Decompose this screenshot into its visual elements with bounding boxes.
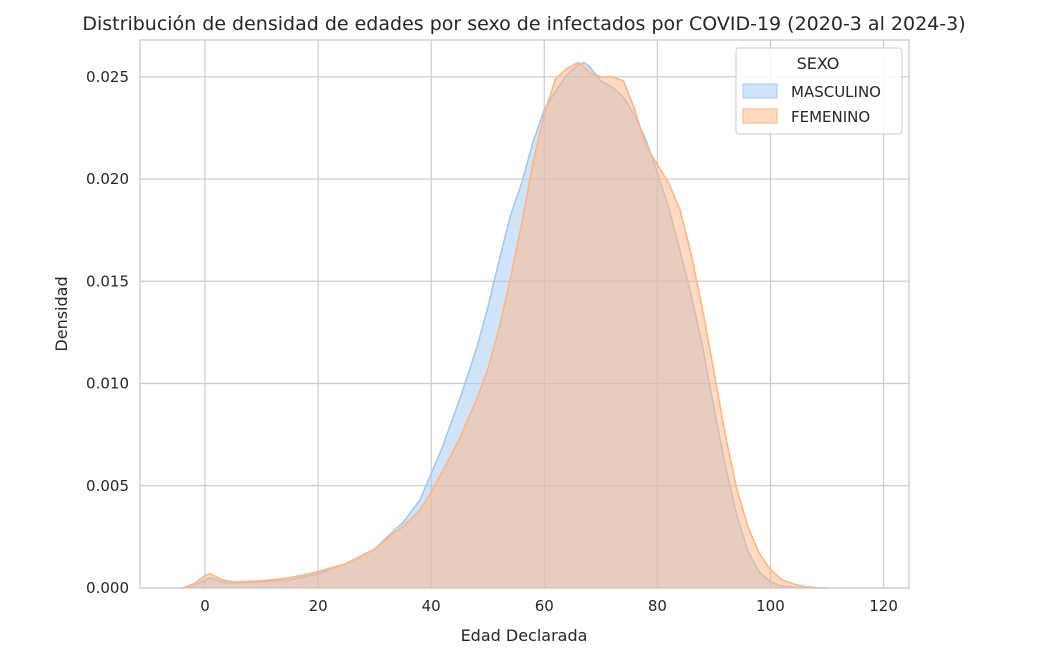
legend-label-masculino: MASCULINO (791, 83, 881, 101)
y-tick-label: 0.005 (86, 477, 129, 495)
legend-title: SEXO (797, 54, 840, 73)
y-tick-label: 0.015 (86, 272, 129, 290)
legend-swatch-femenino (742, 108, 778, 124)
density-line-femenino (182, 61, 828, 589)
y-tick-label: 0.025 (86, 68, 129, 86)
x-tick-label: 20 (309, 597, 328, 615)
x-tick-label: 120 (869, 597, 898, 615)
chart-title: Distribución de densidad de edades por s… (82, 13, 965, 35)
legend-label-femenino: FEMENINO (791, 108, 870, 126)
density-areas (182, 61, 828, 589)
x-tick-label: 100 (756, 597, 785, 615)
plot-frame (139, 39, 910, 589)
x-tick-label: 40 (422, 597, 441, 615)
x-axis-label: Edad Declarada (461, 626, 588, 645)
y-tick-label: 0.020 (86, 170, 129, 188)
x-tick-label: 0 (200, 597, 210, 615)
y-tick-label: 0.000 (86, 579, 129, 597)
legend: SEXO MASCULINO FEMENINO (735, 47, 903, 135)
axes-frame (139, 39, 910, 589)
x-tick-label: 80 (648, 597, 667, 615)
x-tick-label: 60 (535, 597, 554, 615)
legend-swatch-masculino (742, 83, 778, 99)
y-tick-label: 0.010 (86, 375, 129, 393)
density-area-femenino (182, 62, 828, 589)
y-axis-label: Densidad (52, 276, 71, 351)
x-tick-labels: 0 20 40 60 80 100 120 (200, 597, 898, 615)
y-tick-labels: 0.000 0.005 0.010 0.015 0.020 0.025 (86, 68, 129, 597)
